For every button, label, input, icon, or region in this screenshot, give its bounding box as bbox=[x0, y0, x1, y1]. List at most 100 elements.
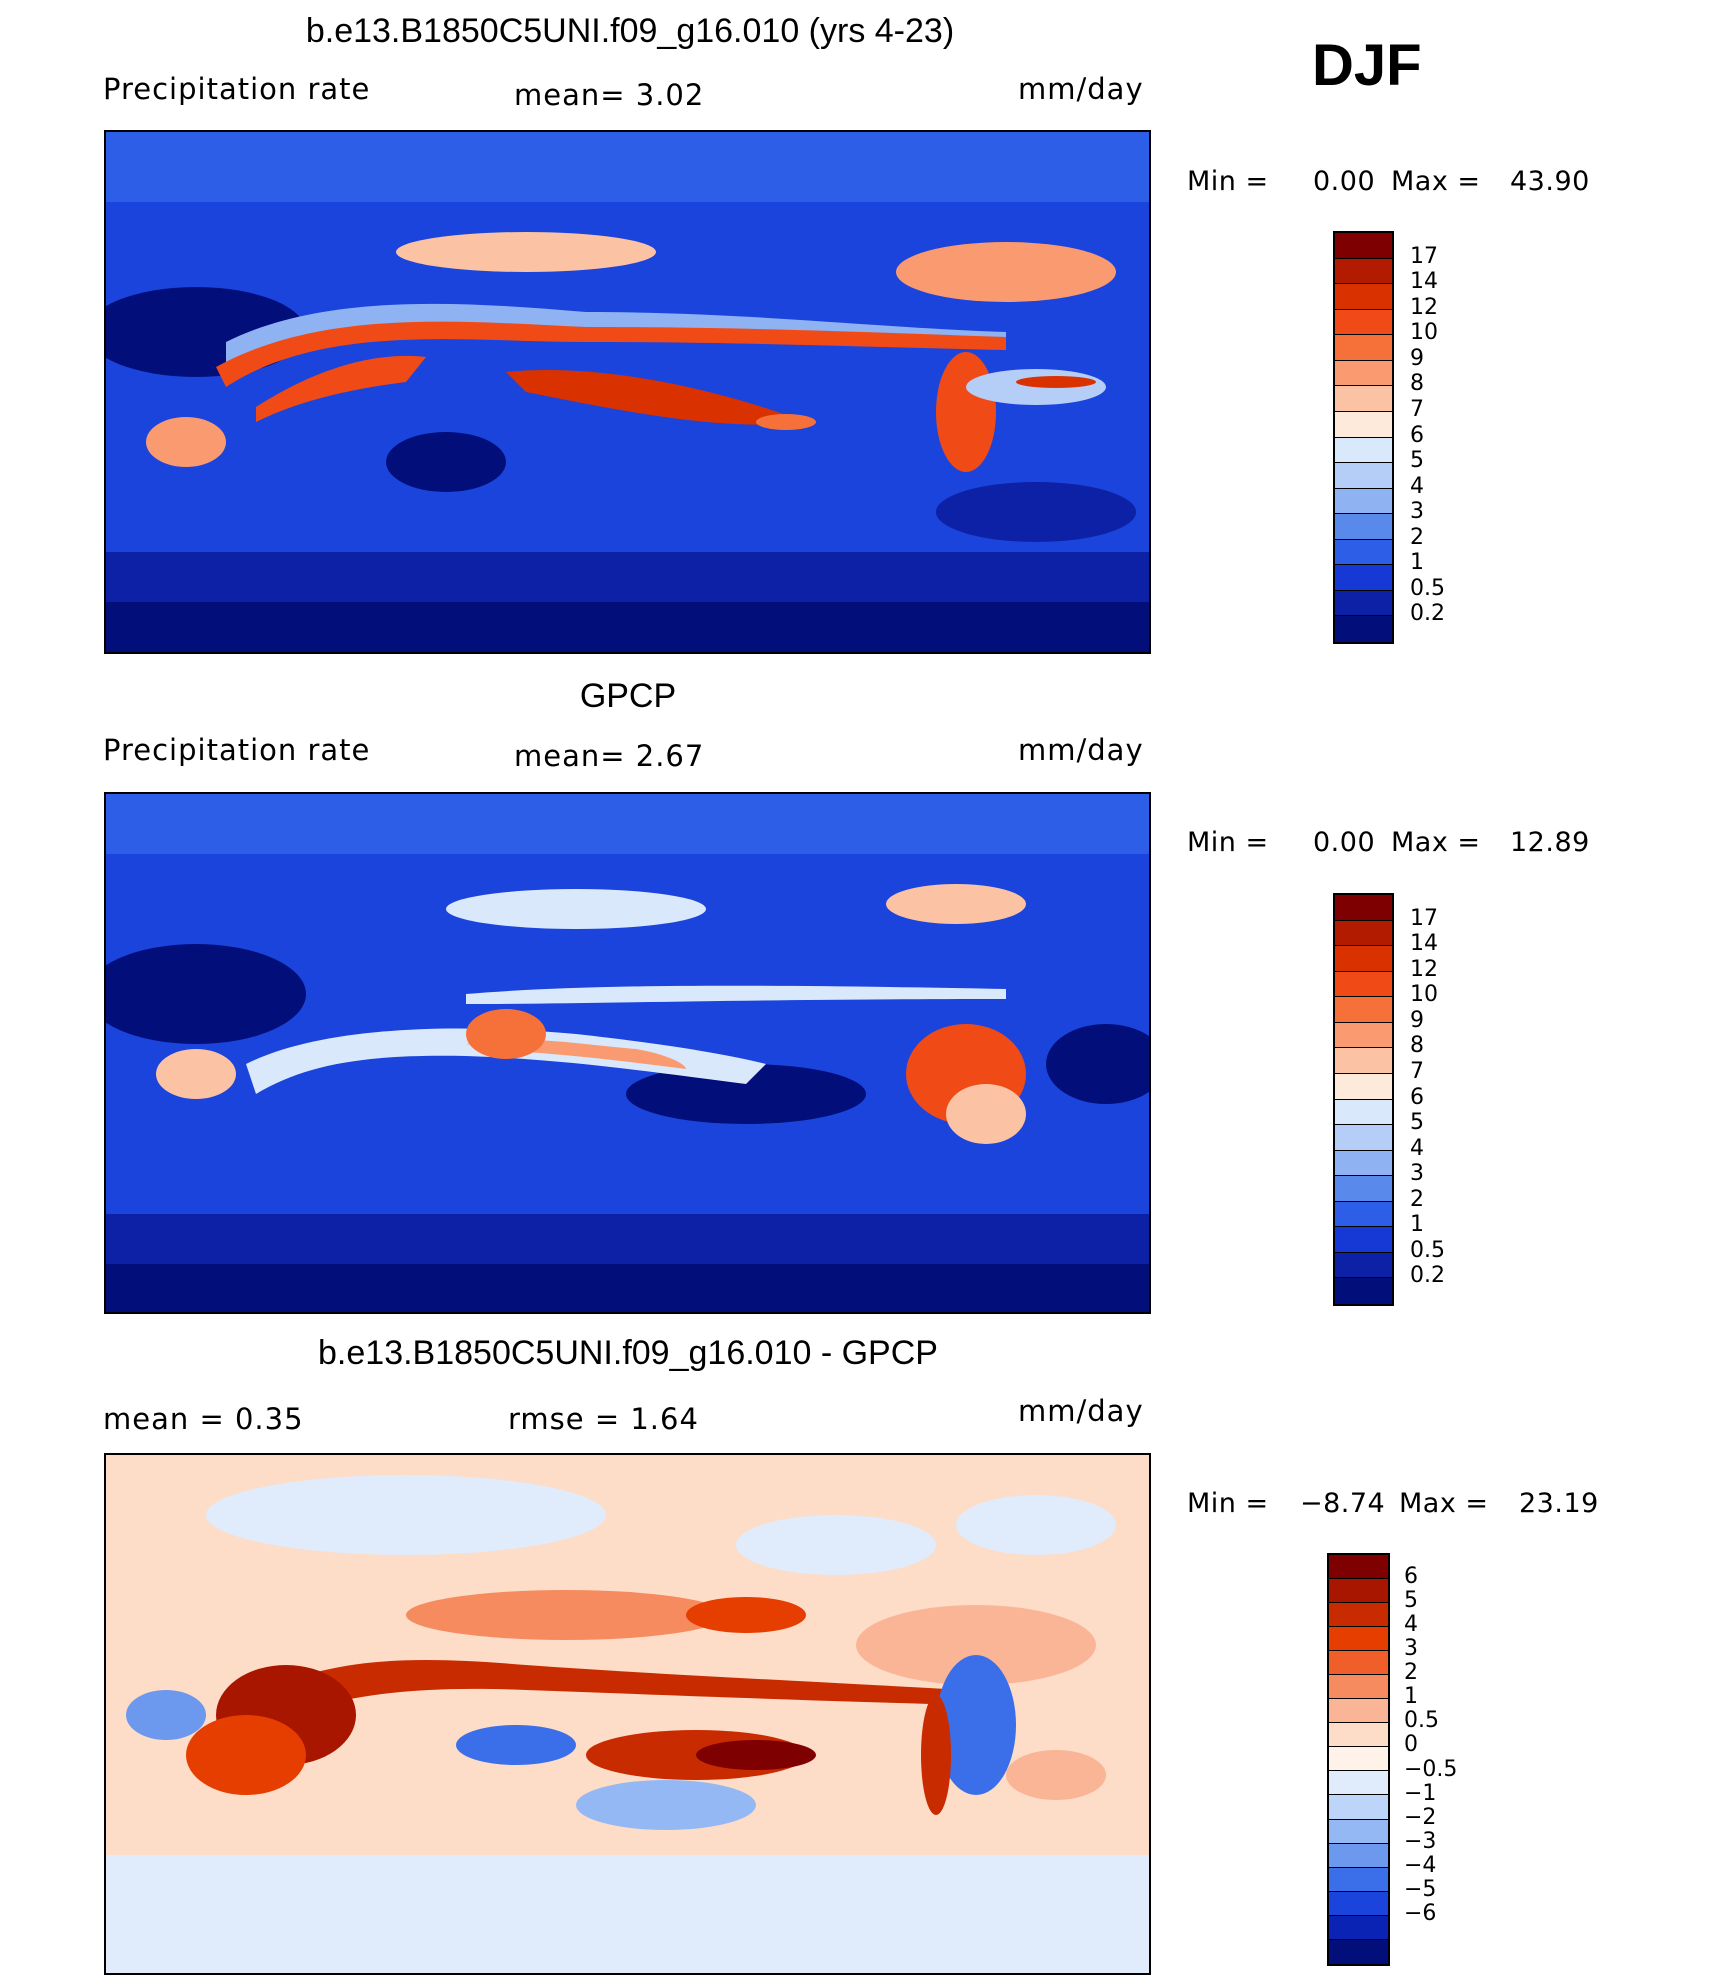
panel-1-colorbar bbox=[1333, 231, 1394, 644]
colorbar-label: 12 bbox=[1410, 294, 1438, 320]
colorbar-label: 7 bbox=[1410, 396, 1424, 422]
colorbar-label: 1 bbox=[1404, 1684, 1418, 1710]
colorbar-label: 0.5 bbox=[1410, 1237, 1445, 1263]
panel-1-left-label: Precipitation rate bbox=[103, 72, 371, 106]
colorbar-label: −6 bbox=[1404, 1900, 1437, 1926]
colorbar-cell bbox=[1329, 1771, 1388, 1796]
colorbar-label: 0.2 bbox=[1410, 1263, 1445, 1289]
colorbar-label: 9 bbox=[1410, 1007, 1424, 1033]
panel-3-rmse-label: rmse = 1.64 bbox=[508, 1402, 699, 1436]
panel-3-colorbar bbox=[1327, 1553, 1390, 1966]
colorbar-cell bbox=[1329, 1555, 1388, 1580]
colorbar-cell bbox=[1335, 1022, 1392, 1049]
colorbar-cell bbox=[1329, 1603, 1388, 1628]
panel-3-units: mm/day bbox=[1018, 1394, 1144, 1428]
colorbar-label: 8 bbox=[1410, 371, 1424, 397]
panel-1-title: b.e13.B1850C5UNI.f09_g16.010 (yrs 4-23) bbox=[305, 12, 955, 50]
colorbar-label: −4 bbox=[1404, 1852, 1437, 1878]
panel-2-max-value: 12.89 bbox=[1510, 827, 1590, 858]
colorbar-cell bbox=[1335, 1150, 1392, 1177]
panel-1-map-svg bbox=[106, 132, 1149, 652]
colorbar-cell bbox=[1329, 1579, 1388, 1604]
colorbar-cell bbox=[1329, 1699, 1388, 1724]
colorbar-cell bbox=[1335, 360, 1392, 387]
colorbar-cell bbox=[1329, 1747, 1388, 1772]
colorbar-label: 4 bbox=[1410, 473, 1424, 499]
colorbar-label: 12 bbox=[1410, 956, 1438, 982]
panel-2-map-svg bbox=[106, 794, 1149, 1312]
colorbar-label: 2 bbox=[1404, 1660, 1418, 1686]
panel-2-units: mm/day bbox=[1018, 733, 1144, 767]
panel-2-title: GPCP bbox=[579, 677, 677, 715]
colorbar-label: −1 bbox=[1404, 1780, 1437, 1806]
colorbar-label: 0.5 bbox=[1404, 1708, 1439, 1734]
panel-3-max-value: 23.19 bbox=[1519, 1488, 1599, 1519]
colorbar-label: 6 bbox=[1410, 1084, 1424, 1110]
panel-2-max-label: Max = bbox=[1391, 827, 1481, 858]
colorbar-cell bbox=[1335, 539, 1392, 566]
panel-3-map bbox=[104, 1453, 1151, 1975]
colorbar-cell bbox=[1329, 1915, 1388, 1940]
panel-1-max-label: Max = bbox=[1391, 166, 1481, 197]
panel-1-map bbox=[104, 130, 1151, 654]
panel-2-mean-label: mean= 2.67 bbox=[514, 739, 705, 773]
colorbar-cell bbox=[1335, 971, 1392, 998]
colorbar-cell bbox=[1329, 1627, 1388, 1652]
colorbar-label: 14 bbox=[1410, 269, 1438, 295]
colorbar-cell bbox=[1335, 411, 1392, 438]
panel-3-mean-label: mean = 0.35 bbox=[103, 1402, 304, 1436]
colorbar-label: 2 bbox=[1410, 1186, 1424, 1212]
colorbar-cell bbox=[1335, 1201, 1392, 1228]
colorbar-cell bbox=[1335, 1125, 1392, 1151]
colorbar-cell bbox=[1335, 386, 1392, 412]
colorbar-cell bbox=[1335, 1227, 1392, 1253]
panel-2-left-label: Precipitation rate bbox=[103, 733, 371, 767]
colorbar-cell bbox=[1335, 1278, 1392, 1304]
colorbar-cell bbox=[1335, 284, 1392, 310]
colorbar-label: 17 bbox=[1410, 243, 1438, 269]
panel-2-map bbox=[104, 792, 1151, 1314]
colorbar-cell bbox=[1329, 1651, 1388, 1676]
panel-2-colorbar bbox=[1333, 893, 1394, 1306]
colorbar-cell bbox=[1335, 309, 1392, 336]
panel-3-min-value: −8.74 bbox=[1300, 1488, 1386, 1519]
panel-2-min-label: Min = bbox=[1187, 827, 1269, 858]
colorbar-cell bbox=[1335, 895, 1392, 921]
colorbar-cell bbox=[1335, 335, 1392, 361]
colorbar-label: 0.5 bbox=[1410, 575, 1445, 601]
colorbar-label: −5 bbox=[1404, 1876, 1437, 1902]
colorbar-cell bbox=[1335, 565, 1392, 591]
panel-1-units: mm/day bbox=[1018, 72, 1144, 106]
colorbar-label: 5 bbox=[1410, 448, 1424, 474]
colorbar-label: −2 bbox=[1404, 1804, 1437, 1830]
colorbar-label: 1 bbox=[1410, 550, 1424, 576]
colorbar-label: 8 bbox=[1410, 1033, 1424, 1059]
colorbar-cell bbox=[1335, 514, 1392, 540]
colorbar-label: 4 bbox=[1410, 1135, 1424, 1161]
colorbar-cell bbox=[1329, 1867, 1388, 1892]
colorbar-cell bbox=[1329, 1675, 1388, 1700]
colorbar-cell bbox=[1335, 1073, 1392, 1100]
colorbar-cell bbox=[1335, 1048, 1392, 1074]
colorbar-label: −0.5 bbox=[1404, 1756, 1458, 1782]
colorbar-label: 3 bbox=[1404, 1636, 1418, 1662]
colorbar-label: 1 bbox=[1410, 1212, 1424, 1238]
colorbar-cell bbox=[1335, 463, 1392, 489]
panel-1-min-label: Min = bbox=[1187, 166, 1269, 197]
colorbar-cell bbox=[1335, 920, 1392, 947]
colorbar-label: 7 bbox=[1410, 1058, 1424, 1084]
colorbar-label: 3 bbox=[1410, 499, 1424, 525]
colorbar-cell bbox=[1335, 258, 1392, 285]
colorbar-cell bbox=[1335, 590, 1392, 617]
panel-3-min-label: Min = bbox=[1187, 1488, 1269, 1519]
colorbar-cell bbox=[1329, 1843, 1388, 1868]
colorbar-cell bbox=[1329, 1819, 1388, 1844]
colorbar-label: 0 bbox=[1404, 1732, 1418, 1758]
colorbar-label: 0.2 bbox=[1410, 601, 1445, 627]
colorbar-cell bbox=[1329, 1723, 1388, 1748]
colorbar-cell bbox=[1335, 1176, 1392, 1202]
colorbar-label: 6 bbox=[1404, 1564, 1418, 1590]
colorbar-label: 2 bbox=[1410, 524, 1424, 550]
colorbar-cell bbox=[1329, 1939, 1388, 1964]
colorbar-cell bbox=[1335, 488, 1392, 515]
